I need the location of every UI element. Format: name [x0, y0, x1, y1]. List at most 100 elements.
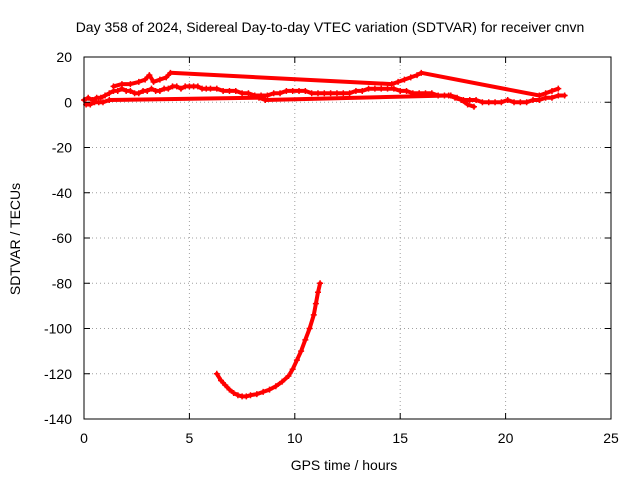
data-point — [106, 96, 113, 103]
data-point — [230, 389, 237, 396]
data-point — [266, 386, 273, 393]
y-tick-label: -80 — [52, 275, 72, 291]
data-point — [466, 96, 473, 103]
data-point — [144, 87, 151, 94]
y-tick-label: 0 — [64, 94, 72, 110]
data-point — [293, 357, 300, 364]
data-point — [371, 85, 378, 92]
data-point — [464, 101, 471, 108]
data-point — [308, 90, 315, 97]
data-point — [270, 90, 277, 97]
data-point — [536, 92, 543, 99]
data-point — [289, 366, 296, 373]
x-tick-label: 5 — [186, 430, 194, 446]
data-point — [127, 87, 134, 94]
data-point — [403, 87, 410, 94]
data-point — [314, 90, 321, 97]
x-tick-label: 10 — [287, 430, 303, 446]
data-point — [213, 85, 220, 92]
data-point — [504, 96, 511, 103]
data-point — [359, 87, 366, 94]
y-tick-label: -140 — [44, 411, 72, 427]
data-point — [548, 87, 555, 94]
x-tick-label: 0 — [80, 430, 88, 446]
data-point — [264, 92, 271, 99]
data-point — [163, 74, 170, 81]
data-point — [542, 90, 549, 97]
y-tick-label: -120 — [44, 366, 72, 382]
data-point — [110, 83, 117, 90]
data-point — [312, 300, 319, 307]
data-point — [277, 90, 284, 97]
data-point — [314, 289, 321, 296]
series-lower-arc — [213, 280, 324, 400]
data-point — [395, 78, 402, 85]
data-point — [220, 87, 227, 94]
data-point — [289, 87, 296, 94]
x-axis-label: GPS time / hours — [291, 457, 398, 473]
data-point — [165, 85, 172, 92]
data-point — [498, 99, 505, 106]
data-point — [118, 81, 125, 88]
data-point — [279, 378, 286, 385]
data-point — [340, 90, 347, 97]
data-point — [317, 280, 324, 287]
data-point — [106, 90, 113, 97]
data-point — [85, 94, 92, 101]
data-point — [378, 85, 385, 92]
data-point — [458, 96, 465, 103]
data-point — [523, 99, 530, 106]
data-point — [401, 76, 408, 83]
data-point — [150, 78, 157, 85]
data-point — [548, 94, 555, 101]
data-point — [418, 69, 425, 76]
plot-frame — [83, 56, 612, 420]
data-point — [226, 386, 233, 393]
plot-area — [81, 69, 568, 400]
data-point — [173, 83, 180, 90]
data-point — [561, 92, 568, 99]
data-point — [97, 94, 104, 101]
series-lower-excursions — [83, 92, 477, 110]
y-tick-label: -20 — [52, 140, 72, 156]
data-point — [239, 90, 246, 97]
data-point — [87, 101, 94, 108]
data-point — [310, 311, 317, 318]
grid — [84, 57, 611, 419]
data-point — [390, 85, 397, 92]
x-tick-label: 15 — [392, 430, 408, 446]
data-point — [302, 336, 309, 343]
data-point — [260, 388, 267, 395]
data-point — [148, 85, 155, 92]
axis-ticks: 0 5 10 15 20 25 20 0 -20 -40 -60 -80 -100 -120 -140 — [44, 49, 619, 446]
data-point — [485, 99, 492, 106]
data-point — [177, 85, 184, 92]
data-point — [321, 90, 328, 97]
data-point — [555, 85, 562, 92]
data-point — [517, 99, 524, 106]
data-point — [114, 87, 121, 94]
data-point — [255, 94, 262, 101]
data-point — [511, 99, 518, 106]
data-point — [194, 83, 201, 90]
data-point — [247, 392, 254, 399]
data-point — [234, 392, 241, 399]
data-point — [346, 90, 353, 97]
y-axis-label: SDTVAR / TECUs — [7, 183, 23, 295]
data-point — [253, 391, 260, 398]
data-point — [365, 85, 372, 92]
data-point — [352, 87, 359, 94]
data-point — [218, 377, 225, 384]
data-point — [226, 87, 233, 94]
data-point — [232, 87, 239, 94]
data-point — [142, 76, 149, 83]
data-point — [283, 87, 290, 94]
data-point — [127, 81, 134, 88]
data-point — [272, 383, 279, 390]
data-point — [296, 87, 303, 94]
data-point — [445, 92, 452, 99]
series-line-lower-excursions — [84, 93, 476, 109]
data-point — [414, 72, 421, 79]
x-tick-label: 20 — [498, 430, 514, 446]
